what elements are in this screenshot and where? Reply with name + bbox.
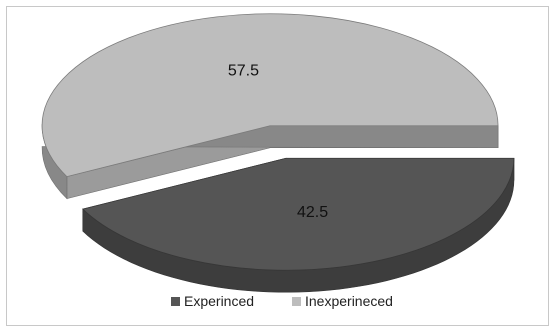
legend-label-inexperineced: Inexperineced [305, 293, 393, 309]
chart-frame: 42.5 57.5 Experinced Inexperineced [6, 6, 549, 326]
legend-swatch-experinced [171, 297, 180, 306]
slice-experinced [81, 157, 515, 271]
slice-layer [41, 13, 515, 293]
data-label-inexperineced: 57.5 [228, 63, 259, 80]
label-layer: 42.5 57.5 [228, 63, 328, 221]
slice-inexperineced [41, 13, 499, 178]
pie-chart: 42.5 57.5 Experinced Inexperineced [41, 13, 515, 309]
legend-swatch-inexperineced [292, 297, 301, 306]
legend: Experinced Inexperineced [171, 293, 393, 309]
data-label-experinced: 42.5 [297, 204, 328, 221]
legend-label-experinced: Experinced [184, 293, 254, 309]
